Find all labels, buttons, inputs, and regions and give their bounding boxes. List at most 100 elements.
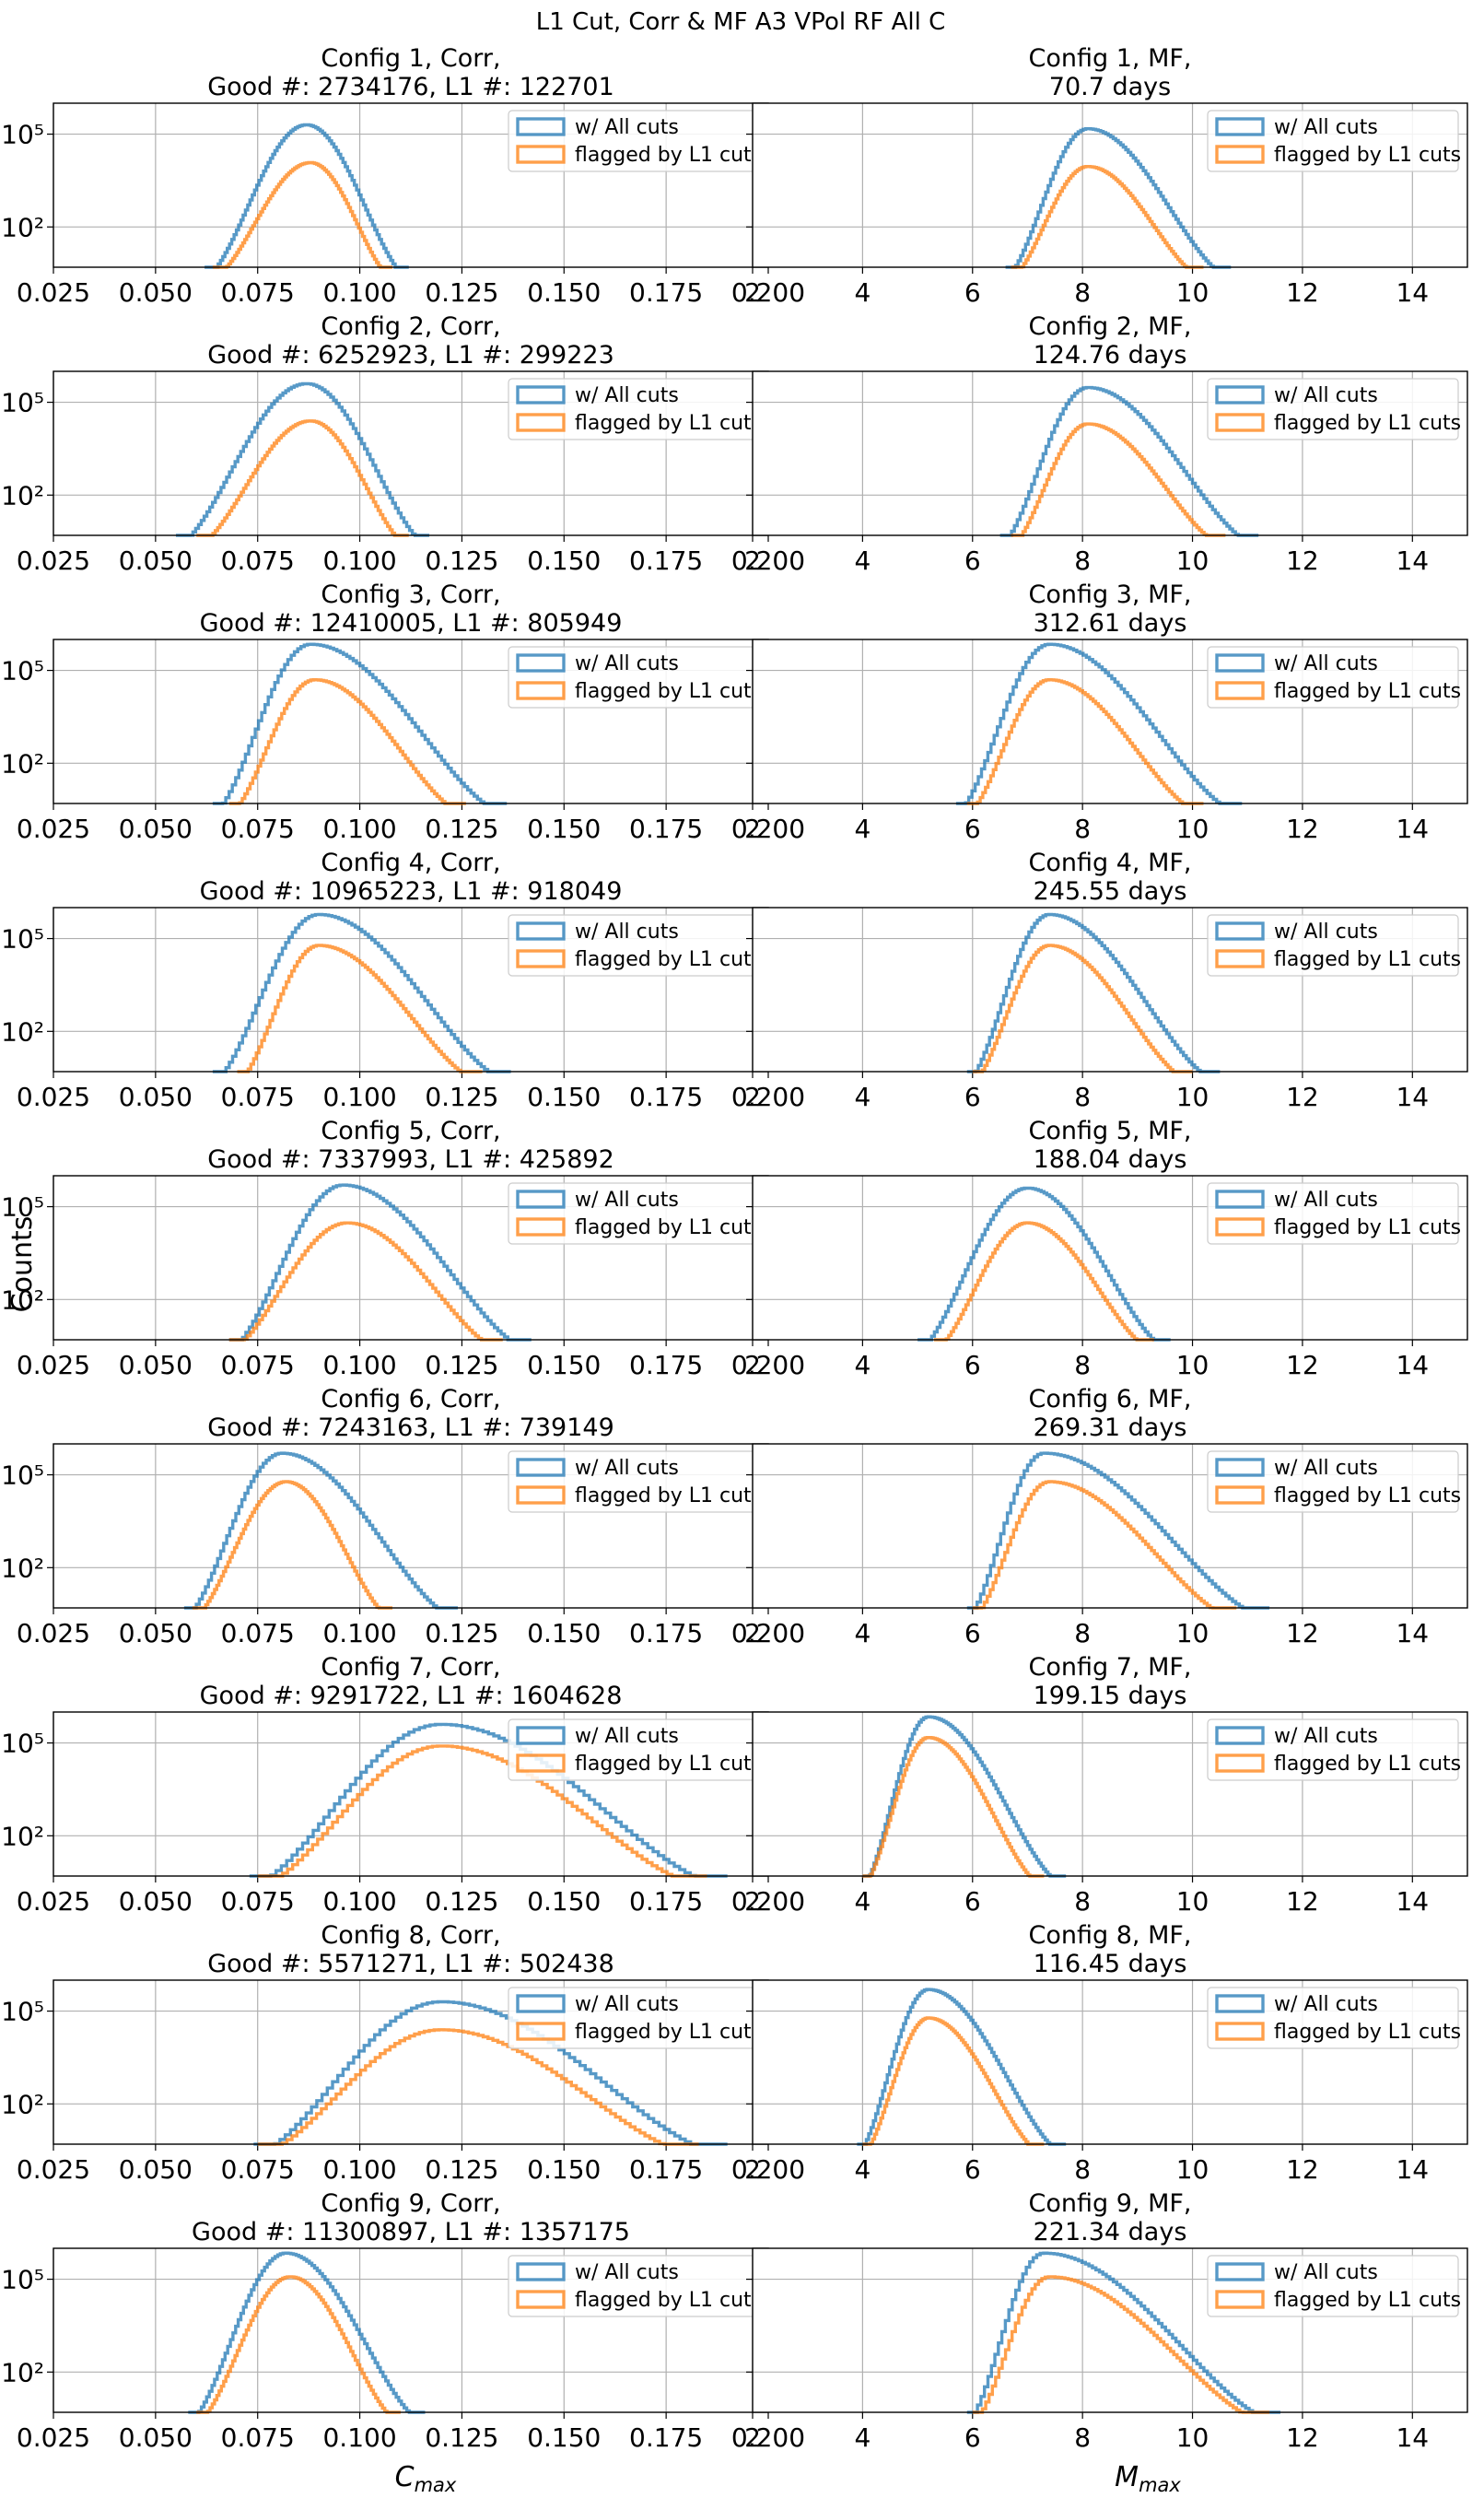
legend-label: w/ All cuts — [1274, 116, 1378, 139]
legend-label: w/ All cuts — [575, 116, 679, 139]
x-tick-label: 0.200 — [731, 814, 805, 844]
legend-swatch — [1215, 2262, 1265, 2281]
legend-label: flagged by L1 cuts — [1274, 1216, 1461, 1239]
legend-swatch — [516, 1994, 566, 2013]
x-tick-label: 10 — [1176, 1082, 1209, 1112]
legend: w/ All cuts flagged by L1 cuts — [1207, 1450, 1461, 1513]
x-tick-label: 14 — [1396, 1350, 1429, 1380]
legend: w/ All cuts flagged by L1 cuts — [1207, 914, 1461, 977]
panel-title-line2: Good #: 9291722, L1 #: 1604628 — [200, 1682, 623, 1710]
legend-swatch — [1215, 1994, 1265, 2013]
legend-swatch — [1215, 1753, 1265, 1773]
legend-label: flagged by L1 cuts — [1274, 2289, 1461, 2312]
x-tick-label: 0.200 — [731, 545, 805, 576]
legend-box — [1207, 110, 1459, 172]
x-tick-label: 0.125 — [425, 814, 498, 844]
x-tick-label: 8 — [1074, 1618, 1091, 1648]
y-axis-label: Counts — [6, 1216, 39, 1313]
x-tick-label: 0.125 — [425, 277, 498, 308]
panel-15: 0.025 0.050 0.075 0.100 0.125 0.150 0.175 0.200… — [1, 1921, 805, 2185]
panel-title-line1: Config 4, MF, — [1029, 849, 1192, 877]
legend-label: flagged by L1 cuts — [575, 1216, 762, 1239]
y-tick-label: 10⁵ — [1, 924, 44, 955]
panel-title-line2: Good #: 2734176, L1 #: 122701 — [207, 73, 614, 101]
legend-swatch — [1215, 413, 1265, 432]
series-all-cuts — [188, 2251, 426, 2414]
legend-label: w/ All cuts — [575, 1993, 679, 2016]
legend-label: flagged by L1 cuts — [575, 680, 762, 703]
legend-swatch — [1215, 145, 1265, 164]
x-tick-label: 0.100 — [322, 814, 396, 844]
x-tick-label: 6 — [964, 1618, 981, 1648]
panel-title-line1: Config 1, MF, — [1029, 44, 1192, 73]
x-tick-label: 0.175 — [629, 545, 703, 576]
panel-18: 2 4 6 8 10 12 14 Config 9, MF,221.34 days w/ All… — [744, 2189, 1468, 2453]
panel-title-line2: 221.34 days — [1034, 2218, 1187, 2246]
panel-3: 0.025 0.050 0.075 0.100 0.125 0.150 0.175 0.200… — [1, 312, 805, 576]
legend-swatch — [516, 1485, 566, 1505]
panel-title-line2: Good #: 10965223, L1 #: 918049 — [200, 877, 623, 906]
x-tick-label: 0.175 — [629, 1886, 703, 1917]
panel-5: 0.025 0.050 0.075 0.100 0.125 0.150 0.175 0.200… — [1, 581, 805, 844]
series-all-cuts — [1005, 127, 1232, 269]
y-tick-label: 10⁵ — [1, 388, 44, 418]
legend-label: flagged by L1 cuts — [1274, 1484, 1461, 1507]
legend-label: w/ All cuts — [1274, 1725, 1378, 1748]
x-tick-label: 2 — [744, 2154, 761, 2185]
legend-label: flagged by L1 cuts — [575, 1753, 762, 1776]
legend: w/ All cuts flagged by L1 cuts — [508, 1450, 762, 1513]
panel-title-line2: Good #: 12410005, L1 #: 805949 — [200, 609, 623, 638]
x-tick-label: 4 — [854, 545, 871, 576]
legend: w/ All cuts flagged by L1 cuts — [508, 1987, 762, 2049]
series-l1-flagged — [1011, 165, 1204, 269]
x-tick-label: 8 — [1074, 545, 1091, 576]
legend-swatch — [516, 1458, 566, 1477]
panel-title-line1: Config 3, MF, — [1029, 581, 1192, 609]
x-tick-label: 2 — [744, 545, 761, 576]
legend: w/ All cuts flagged by L1 cuts — [1207, 646, 1461, 709]
legend: w/ All cuts flagged by L1 cuts — [508, 646, 762, 709]
x-tick-label: 6 — [964, 1350, 981, 1380]
x-tick-label: 8 — [1074, 814, 1091, 844]
x-tick-label: 0.075 — [221, 2154, 295, 2185]
legend-swatch — [516, 2290, 566, 2309]
series-all-cuts — [966, 2251, 1280, 2414]
series-l1-flagged — [212, 160, 392, 269]
x-tick-label: 0.175 — [629, 1350, 703, 1380]
panel-title-line2: 199.15 days — [1034, 1682, 1187, 1710]
x-tick-label: 0.100 — [322, 545, 396, 576]
legend: w/ All cuts flagged by L1 cuts — [508, 378, 762, 440]
series-l1-flagged — [257, 1744, 707, 1878]
panel-title-line1: Config 5, Corr, — [321, 1117, 500, 1145]
legend-box — [1207, 378, 1459, 440]
y-tick-label: 10⁵ — [1, 120, 44, 150]
panel-title-line2: 245.55 days — [1034, 877, 1187, 906]
x-tick-label: 0.200 — [731, 1082, 805, 1112]
axes-frame — [752, 1443, 1468, 1609]
y-tick-label: 10² — [1, 212, 44, 242]
y-tick-label: 10⁵ — [1, 1460, 44, 1491]
legend-swatch — [516, 1190, 566, 1209]
legend-swatch — [516, 117, 566, 136]
x-tick-label: 2 — [744, 1082, 761, 1112]
panel-title-line1: Config 9, MF, — [1029, 2189, 1192, 2218]
legend: w/ All cuts flagged by L1 cuts — [1207, 110, 1461, 172]
x-axis-label-left: Cmax — [395, 2461, 457, 2496]
x-tick-label: 4 — [854, 2154, 871, 2185]
panel-title-line1: Config 7, Corr, — [321, 1653, 500, 1682]
panel-title-line2: 124.76 days — [1034, 341, 1187, 369]
x-label-left-main: C — [395, 2461, 415, 2493]
x-tick-label: 0.075 — [221, 2422, 295, 2453]
series-all-cuts — [999, 385, 1259, 537]
x-tick-label: 0.025 — [17, 277, 90, 308]
legend-swatch — [516, 921, 566, 941]
x-tick-label: 0.150 — [527, 545, 601, 576]
x-tick-label: 0.100 — [322, 1350, 396, 1380]
legend-box — [1207, 914, 1459, 977]
axes-frame — [752, 370, 1468, 536]
x-tick-label: 10 — [1176, 1618, 1209, 1648]
x-tick-label: 0.050 — [119, 814, 193, 844]
panel-title-line2: 116.45 days — [1034, 1950, 1187, 1978]
legend-swatch — [516, 2262, 566, 2281]
series-all-cuts — [917, 1186, 1171, 1342]
